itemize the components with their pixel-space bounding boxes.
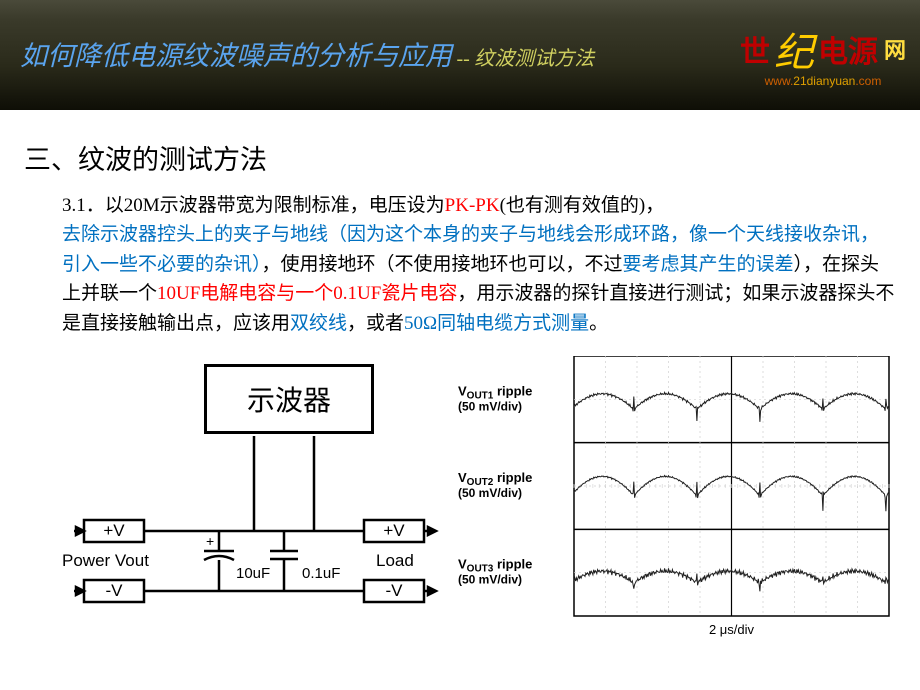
body-text: 3.1．以20M示波器带宽为限制标准，电压设为PK-PK(也有测有效值的)， 去… xyxy=(24,191,896,338)
text-red: 10UF电解电容与一个0.1UF瓷片电容 xyxy=(157,283,457,304)
label-load: Load xyxy=(376,551,414,570)
label-vplus-r: +V xyxy=(383,521,405,540)
header-separator: -- xyxy=(456,48,469,70)
label-c1: 10uF xyxy=(236,565,270,582)
scope-svg: VOUT1 ripple(50 mV/div)VOUT2 ripple(50 m… xyxy=(454,356,894,646)
text-end: 。 xyxy=(589,313,608,334)
text-3-1-a: 3.1．以20M示波器带宽为限制标准，电压设为 xyxy=(62,195,445,216)
figures-row: 示波器 xyxy=(24,356,896,651)
oscilloscope-chart: VOUT1 ripple(50 mV/div)VOUT2 ripple(50 m… xyxy=(454,356,894,651)
svg-text:(50 mV/div): (50 mV/div) xyxy=(458,486,522,500)
label-vminus-l: -V xyxy=(106,581,124,600)
site-logo: 世 纪 电源 网 www.21dianyuan.com xyxy=(740,20,906,88)
text-blue4: 50Ω同轴电缆方式测量 xyxy=(404,313,589,334)
svg-text:+: + xyxy=(206,533,214,549)
label-c2: 0.1uF xyxy=(302,565,340,582)
text-3-1-b: (也有测有效值的)， xyxy=(500,195,665,216)
slide-header: 如何降低电源纹波噪声的分析与应用 -- 纹波测试方法 世 纪 电源 网 www.… xyxy=(0,0,920,110)
svg-text:(50 mV/div): (50 mV/div) xyxy=(458,400,522,414)
circuit-scope-box: 示波器 xyxy=(204,364,374,434)
label-vminus-r: -V xyxy=(386,581,404,600)
logo-cn-right: 电源 xyxy=(818,27,878,71)
label-vplus-l: +V xyxy=(103,521,125,540)
text-black4: ，或者 xyxy=(347,313,404,334)
text-pkpk: PK-PK xyxy=(445,195,500,216)
svg-text:(50 mV/div): (50 mV/div) xyxy=(458,573,522,587)
circuit-diagram: 示波器 xyxy=(54,356,454,636)
slide-content: 三、纹波的测试方法 3.1．以20M示波器带宽为限制标准，电压设为PK-PK(也… xyxy=(0,110,920,651)
section-title: 三、纹波的测试方法 xyxy=(24,138,896,177)
text-black1: ，使用接地环（不使用接地环也可以，不过 xyxy=(262,254,623,275)
logo-url: www.21dianyuan.com xyxy=(740,74,906,88)
logo-script: 纪 xyxy=(774,20,814,78)
svg-text:2 μs/div: 2 μs/div xyxy=(709,622,755,637)
label-power: Power Vout xyxy=(62,551,149,570)
logo-cn-small: 网 xyxy=(884,33,906,65)
header-subtitle: 纹波测试方法 xyxy=(474,48,594,70)
logo-cn-left: 世 xyxy=(740,27,770,71)
text-blue2: 要考虑其产生的误差 xyxy=(623,254,794,275)
header-title: 如何降低电源纹波噪声的分析与应用 xyxy=(20,41,452,71)
text-blue3: 双绞线 xyxy=(290,313,347,334)
